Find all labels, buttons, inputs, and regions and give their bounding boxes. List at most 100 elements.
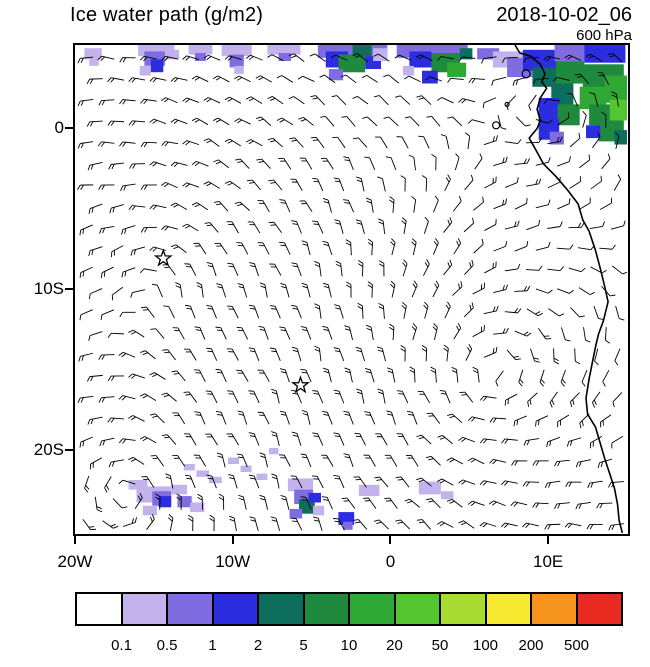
iwp-cell	[128, 479, 147, 490]
iwp-cell	[188, 44, 212, 55]
island-outline	[504, 101, 510, 107]
wind-barb	[224, 138, 241, 146]
wind-barb	[611, 265, 627, 274]
wind-barb	[385, 409, 396, 425]
wind-barb	[436, 434, 453, 444]
wind-barb	[259, 281, 268, 298]
wind-barb	[439, 389, 451, 403]
wind-barb	[160, 181, 178, 188]
wind-barb	[591, 391, 600, 408]
wind-barb	[364, 367, 375, 382]
wind-barb	[215, 282, 226, 297]
wind-barb	[129, 288, 145, 298]
wind-barb	[311, 432, 323, 446]
wind-barb	[86, 374, 103, 382]
iwp-cell	[459, 47, 472, 59]
wind-barb	[255, 74, 272, 82]
wind-barb	[128, 204, 145, 210]
wind-barb	[86, 77, 103, 84]
wind-barb	[342, 155, 354, 170]
wind-barb	[613, 173, 621, 191]
wind-barb	[549, 391, 558, 408]
wind-barb	[436, 96, 454, 103]
wind-barb	[363, 156, 375, 170]
wind-barb	[310, 136, 324, 148]
colorbar-tick-label: 1	[208, 637, 217, 654]
wind-barb	[270, 430, 280, 446]
wind-barb	[78, 224, 93, 235]
colorbar	[75, 592, 623, 626]
iwp-cell	[233, 65, 244, 74]
iwp-cell	[255, 473, 267, 480]
wind-barb	[226, 347, 239, 361]
wind-barb	[574, 501, 591, 509]
wind-barb	[266, 53, 284, 61]
wind-barb	[205, 347, 217, 361]
wind-barb	[378, 259, 384, 276]
wind-barb	[256, 199, 270, 212]
plot-title: Ice water path (g/m2)	[70, 4, 264, 26]
wind-barb	[595, 502, 612, 508]
wind-barb	[139, 55, 157, 61]
valid-datetime: 2018-10-02_06	[496, 4, 632, 26]
wind-barb	[373, 476, 388, 487]
wind-barb	[160, 392, 177, 402]
wind-barb	[89, 456, 102, 469]
wind-barb	[425, 497, 441, 508]
iwp-cell	[585, 124, 600, 138]
wind-barb	[361, 74, 378, 83]
wind-barb	[547, 307, 564, 316]
wind-barb	[87, 161, 103, 170]
wind-barb	[320, 157, 334, 170]
wind-barb	[312, 516, 323, 531]
wind-barb	[248, 304, 259, 319]
wind-barb	[446, 115, 462, 126]
wind-barb	[492, 156, 508, 166]
wind-barb	[342, 452, 354, 467]
wind-barb	[106, 76, 124, 83]
wind-barb	[107, 416, 124, 423]
wind-barb	[330, 54, 348, 61]
wind-barb	[341, 497, 355, 509]
colorbar-tick-label: 200	[518, 637, 544, 654]
wind-barb	[547, 176, 561, 188]
iwp-cell	[307, 492, 321, 502]
wind-barb	[215, 368, 227, 382]
wind-barb	[170, 243, 187, 253]
wind-barb	[233, 117, 251, 125]
wind-barb	[255, 116, 271, 126]
wind-barb	[569, 391, 580, 407]
iwp-cell	[189, 502, 204, 512]
colorbar-tick-label: 0.1	[111, 637, 132, 654]
wind-barb	[248, 261, 259, 276]
iwp-cell	[266, 44, 300, 55]
wind-barb	[560, 369, 566, 387]
wind-barb	[148, 160, 166, 167]
wind-barb	[556, 287, 574, 294]
wind-barb	[467, 500, 485, 506]
iwp-cell	[139, 65, 151, 75]
wind-barb	[376, 176, 386, 191]
wind-barb	[417, 390, 430, 403]
x-tick-label: 10E	[533, 552, 564, 571]
wind-barb	[367, 280, 373, 298]
wind-barb	[483, 305, 499, 314]
wind-barb	[276, 74, 293, 83]
wind-barb	[535, 241, 550, 251]
iwp-cell	[446, 62, 466, 77]
wind-barb	[509, 500, 527, 507]
iwp-cell	[476, 47, 499, 59]
iwp-cell	[88, 57, 99, 66]
wind-barb	[203, 137, 220, 147]
wind-barb	[492, 198, 507, 209]
wind-barb	[404, 115, 420, 126]
wind-barb	[118, 437, 136, 444]
wind-barb	[553, 501, 570, 509]
wind-barb	[333, 346, 344, 361]
wind-barb	[149, 327, 164, 339]
star-marker	[153, 248, 173, 267]
wind-barb	[100, 308, 114, 320]
iwp-cell	[358, 484, 379, 496]
wind-barb	[77, 98, 93, 106]
star-marker	[290, 374, 310, 393]
